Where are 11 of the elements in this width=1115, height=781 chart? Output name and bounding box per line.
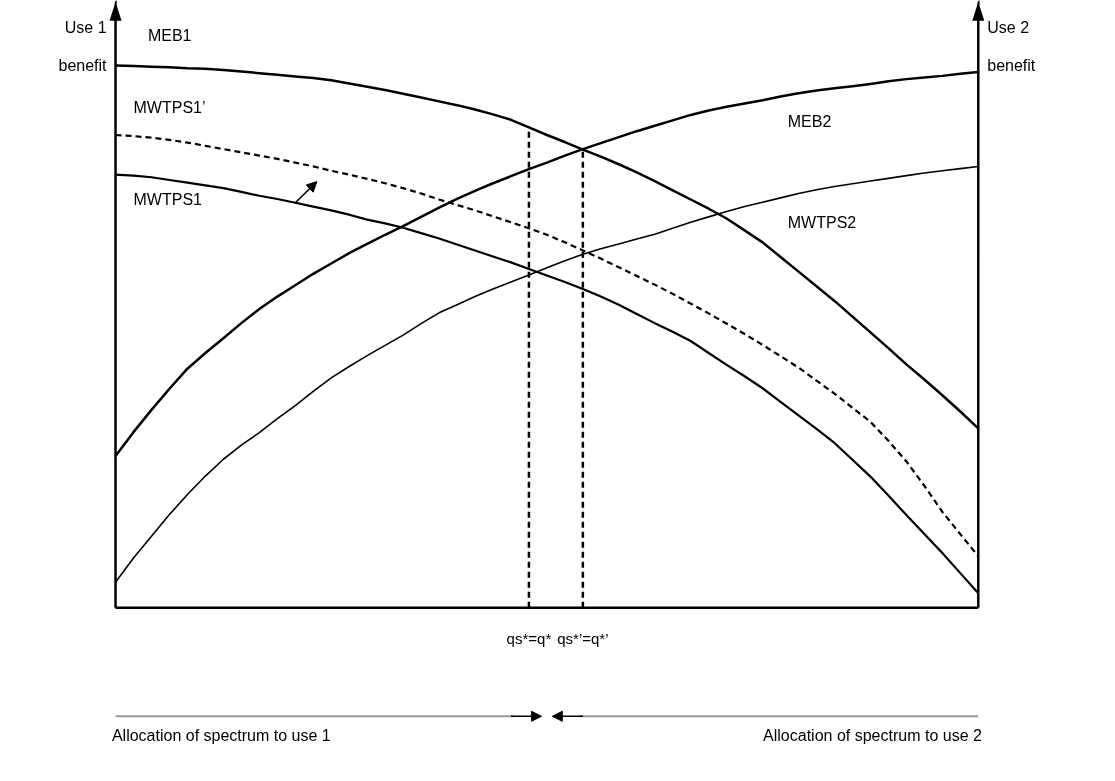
series-label: MEB1 [147,26,192,44]
series-label: MEB2 [787,112,832,130]
text: Use 2 benefit [987,19,1036,75]
series-label: MWTPS1’ [133,99,206,116]
series-label: MWTPS1 [133,190,203,208]
text: Use 1 benefit [58,19,107,75]
x-tick-label: qs*’=q*’ [557,629,609,647]
x-tick-label: qs*=q* [506,629,552,647]
text: Allocation of spectrum to use 1 [111,727,331,745]
series-label: MWTPS2 [787,214,857,232]
text: Allocation of spectrum to use 2 [763,727,982,745]
